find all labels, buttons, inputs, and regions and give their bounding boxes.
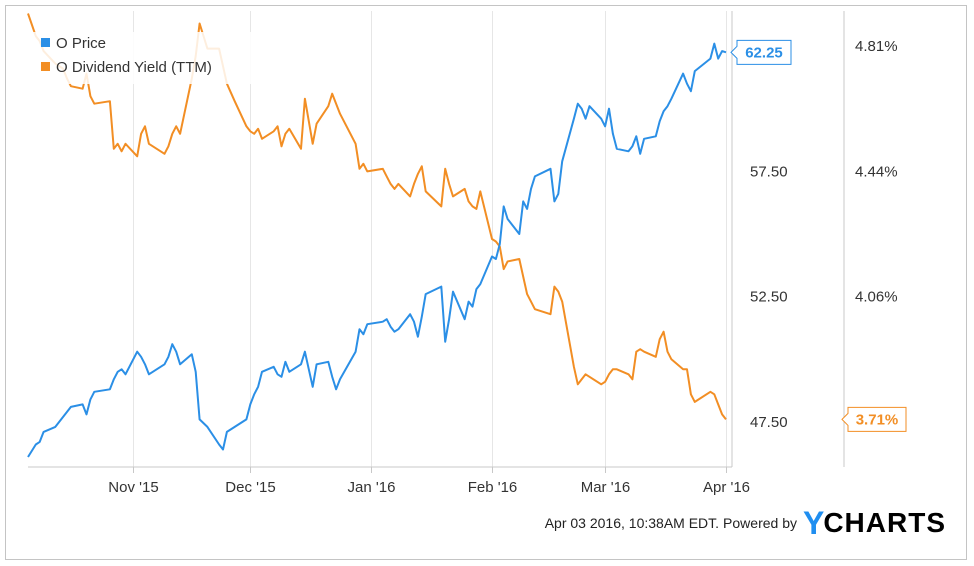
- yield-end-label: 3.71%: [841, 406, 907, 432]
- x-tick-label: Apr '16: [703, 479, 750, 496]
- legend: O Price O Dividend Yield (TTM): [33, 32, 261, 84]
- end-label-text: 62.25: [745, 44, 783, 61]
- end-labels: 62.25 3.71%: [730, 39, 907, 432]
- y-tick-label-left: 52.50: [750, 289, 788, 306]
- y-tick-label-left: 47.50: [750, 414, 788, 431]
- axis-layer: [28, 11, 845, 468]
- legend-label-price: O Price: [56, 35, 106, 52]
- price-end-label: 62.25: [730, 39, 792, 65]
- end-label-box: [841, 406, 907, 432]
- timestamp: Apr 03 2016, 10:38AM EDT.: [544, 515, 720, 531]
- x-tick-label: Mar '16: [581, 479, 631, 496]
- logo-y: Y: [802, 505, 824, 541]
- x-tick-label: Feb '16: [468, 479, 518, 496]
- logo-text: CHARTS: [823, 507, 946, 538]
- legend-swatch-price: [41, 38, 50, 47]
- series-layer: [27, 13, 727, 458]
- y-ticks: 4.81% 57.50 4.44% 52.50 4.06% 47.50: [750, 38, 898, 431]
- x-tick-label: Jan '16: [348, 479, 396, 496]
- end-label-text: 3.71%: [856, 411, 899, 428]
- y-tick-label-right: 4.44%: [855, 163, 898, 180]
- chart-frame: Nov '15 Dec '15 Jan '16 Feb '16 Mar '16 Apr '…: [5, 5, 967, 560]
- ycharts-logo[interactable]: Y CHARTS: [803, 507, 946, 539]
- chart-svg: Nov '15 Dec '15 Jan '16 Feb '16 Mar '16 Apr '…: [27, 11, 907, 496]
- footer: Apr 03 2016, 10:38AM EDT. Powered by Y C…: [545, 507, 946, 539]
- y-tick-label-right: 4.06%: [855, 289, 898, 306]
- x-ticks: Nov '15 Dec '15 Jan '16 Feb '16 Mar '16 Apr '…: [108, 479, 750, 496]
- y-tick-label-left: 57.50: [750, 163, 788, 180]
- x-tick-label: Dec '15: [225, 479, 275, 496]
- legend-swatch-yield: [41, 62, 50, 71]
- legend-label-yield: O Dividend Yield (TTM): [56, 59, 212, 76]
- series-line-price: [27, 42, 727, 458]
- legend-background: [33, 32, 261, 84]
- series-line-yield: [27, 13, 727, 421]
- x-tick-label: Nov '15: [108, 479, 158, 496]
- y-tick-label-right: 4.81%: [855, 38, 898, 55]
- powered-by-text: Powered by: [723, 515, 797, 531]
- end-label-box: [730, 39, 792, 65]
